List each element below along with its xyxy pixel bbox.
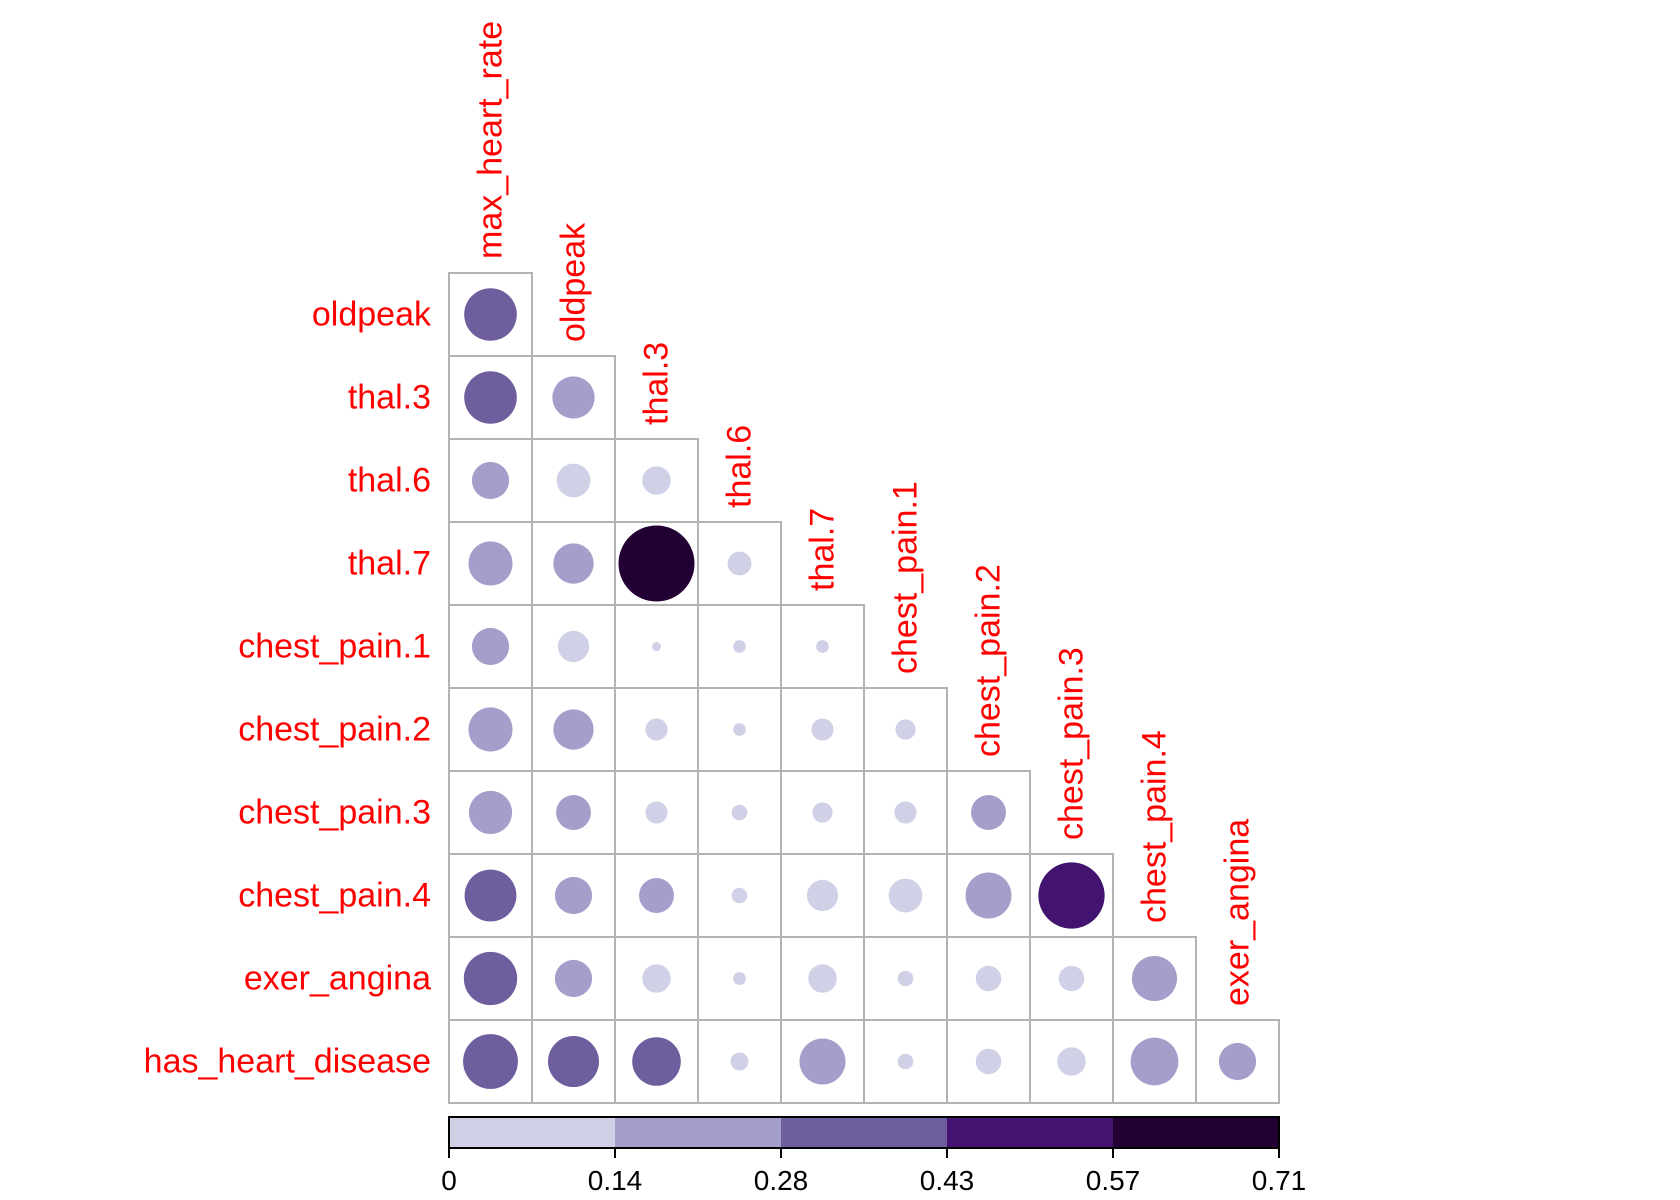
corr-circle-exer_angina-chest_pain.2 bbox=[975, 965, 1002, 992]
corr-circle-exer_angina-thal.6 bbox=[733, 972, 746, 985]
corr-circle-chest_pain.3-max_heart_rate bbox=[468, 790, 513, 835]
corr-circle-exer_angina-oldpeak bbox=[554, 959, 593, 998]
corr-circle-thal.6-max_heart_rate bbox=[471, 461, 510, 500]
corr-circle-exer_angina-thal.3 bbox=[642, 964, 671, 993]
corr-circle-has_heart_disease-thal.7 bbox=[799, 1038, 846, 1085]
corr-circle-chest_pain.3-chest_pain.2 bbox=[971, 795, 1006, 830]
corr-circle-has_heart_disease-chest_pain.4 bbox=[1130, 1037, 1179, 1086]
corr-circle-exer_angina-max_heart_rate bbox=[463, 951, 518, 1006]
row-label: chest_pain.3 bbox=[238, 794, 431, 832]
colorbar: 0 0.14 0.28 0.43 0.57 0.71 bbox=[441, 1116, 1307, 1196]
corr-circle-has_heart_disease-chest_pain.2 bbox=[975, 1048, 1002, 1075]
corr-circle-chest_pain.2-thal.6 bbox=[733, 723, 746, 736]
corr-circle-chest_pain.4-chest_pain.1 bbox=[888, 878, 923, 913]
corr-circle-has_heart_disease-chest_pain.3 bbox=[1057, 1047, 1086, 1076]
corr-circle-chest_pain.4-chest_pain.2 bbox=[965, 872, 1012, 919]
corr-circle-chest_pain.2-max_heart_rate bbox=[468, 707, 513, 752]
corr-circle-has_heart_disease-max_heart_rate bbox=[463, 1034, 518, 1089]
corr-circle-has_heart_disease-oldpeak bbox=[547, 1035, 600, 1088]
corr-circle-chest_pain.2-oldpeak bbox=[553, 709, 594, 750]
corr-circle-thal.6-oldpeak bbox=[556, 463, 591, 498]
corr-circle-chest_pain.4-thal.3 bbox=[639, 878, 674, 913]
corr-circle-chest_pain.2-thal.7 bbox=[811, 718, 834, 741]
corr-circle-chest_pain.3-chest_pain.1 bbox=[894, 801, 917, 824]
corr-circle-chest_pain.4-oldpeak bbox=[554, 876, 593, 915]
column-label: chest_pain.4 bbox=[1136, 730, 1174, 923]
corr-circle-chest_pain.4-thal.7 bbox=[806, 879, 839, 912]
grid-layer bbox=[448, 272, 1280, 1104]
column-label: max_heart_rate bbox=[472, 21, 510, 259]
colorbar-segment bbox=[781, 1117, 948, 1148]
row-label: thal.3 bbox=[348, 379, 431, 417]
colorbar-frame bbox=[448, 1116, 1280, 1149]
corr-circle-exer_angina-thal.7 bbox=[808, 964, 837, 993]
row-label: thal.6 bbox=[348, 462, 431, 500]
corr-circle-exer_angina-chest_pain.3 bbox=[1058, 965, 1085, 992]
corr-circle-thal.7-thal.3 bbox=[618, 525, 695, 602]
colorbar-segment bbox=[1113, 1117, 1280, 1148]
colorbar-tick-label: 0.43 bbox=[920, 1165, 975, 1196]
corr-circle-chest_pain.3-thal.6 bbox=[731, 804, 748, 821]
colorbar-tick-label: 0.14 bbox=[588, 1165, 643, 1196]
corr-circle-thal.6-thal.3 bbox=[642, 466, 671, 495]
circle-layer bbox=[463, 288, 1257, 1089]
row-label: thal.7 bbox=[348, 545, 431, 583]
corr-circle-has_heart_disease-chest_pain.1 bbox=[897, 1053, 914, 1070]
grid-cell bbox=[1195, 1019, 1280, 1104]
column-label: chest_pain.2 bbox=[970, 564, 1008, 757]
corr-circle-chest_pain.2-thal.3 bbox=[645, 718, 668, 741]
corr-circle-chest_pain.4-thal.6 bbox=[731, 887, 748, 904]
colorbar-tick-label: 0.57 bbox=[1086, 1165, 1141, 1196]
corr-circle-thal.7-oldpeak bbox=[553, 543, 594, 584]
corr-circle-chest_pain.1-max_heart_rate bbox=[471, 627, 510, 666]
colorbar-segment bbox=[449, 1117, 616, 1148]
row-label: chest_pain.4 bbox=[238, 877, 431, 915]
corr-circle-oldpeak-max_heart_rate bbox=[464, 288, 517, 341]
corr-circle-chest_pain.4-chest_pain.3 bbox=[1038, 862, 1105, 929]
corr-circle-chest_pain.4-max_heart_rate bbox=[464, 869, 517, 922]
column-label: thal.6 bbox=[721, 425, 759, 508]
corr-circle-has_heart_disease-thal.6 bbox=[730, 1052, 749, 1071]
column-label: chest_pain.1 bbox=[887, 481, 925, 674]
colorbar-tick-label: 0.28 bbox=[754, 1165, 809, 1196]
colorbar-tick-label: 0 bbox=[441, 1165, 457, 1196]
row-label: chest_pain.2 bbox=[238, 711, 431, 749]
corr-circle-chest_pain.1-oldpeak bbox=[557, 630, 590, 663]
corr-circle-thal.7-thal.6 bbox=[727, 551, 752, 576]
corr-circle-chest_pain.3-thal.3 bbox=[645, 801, 668, 824]
row-label: exer_angina bbox=[244, 960, 431, 998]
colorbar-segment bbox=[947, 1117, 1114, 1148]
colorbar-segment bbox=[615, 1117, 782, 1148]
row-label: has_heart_disease bbox=[144, 1043, 431, 1081]
corr-circle-has_heart_disease-thal.3 bbox=[632, 1037, 681, 1086]
corr-circle-has_heart_disease-exer_angina bbox=[1218, 1042, 1257, 1081]
row-label: chest_pain.1 bbox=[238, 628, 431, 666]
corr-circle-chest_pain.3-oldpeak bbox=[556, 795, 591, 830]
row-label: oldpeak bbox=[312, 296, 432, 334]
colorbar-tick-label: 0.71 bbox=[1252, 1165, 1307, 1196]
corr-circle-exer_angina-chest_pain.1 bbox=[897, 970, 914, 987]
column-label: oldpeak bbox=[555, 222, 593, 342]
corr-circle-chest_pain.1-thal.6 bbox=[733, 640, 746, 653]
column-label: thal.7 bbox=[804, 508, 842, 591]
corr-circle-chest_pain.1-thal.3 bbox=[651, 641, 662, 652]
corr-circle-chest_pain.3-thal.7 bbox=[812, 802, 833, 823]
corr-circle-chest_pain.2-chest_pain.1 bbox=[895, 719, 916, 740]
label-layer: oldpeakthal.3thal.6thal.7chest_pain.1che… bbox=[144, 21, 1257, 1081]
column-label: chest_pain.3 bbox=[1053, 647, 1091, 840]
corr-circle-thal.3-max_heart_rate bbox=[464, 371, 517, 424]
corr-circle-exer_angina-chest_pain.4 bbox=[1131, 955, 1178, 1002]
corr-circle-thal.3-oldpeak bbox=[552, 376, 595, 419]
corr-circle-chest_pain.1-thal.7 bbox=[816, 640, 829, 653]
column-label: thal.3 bbox=[638, 342, 676, 425]
column-label: exer_angina bbox=[1219, 819, 1257, 1006]
corr-circle-thal.7-max_heart_rate bbox=[468, 541, 513, 586]
